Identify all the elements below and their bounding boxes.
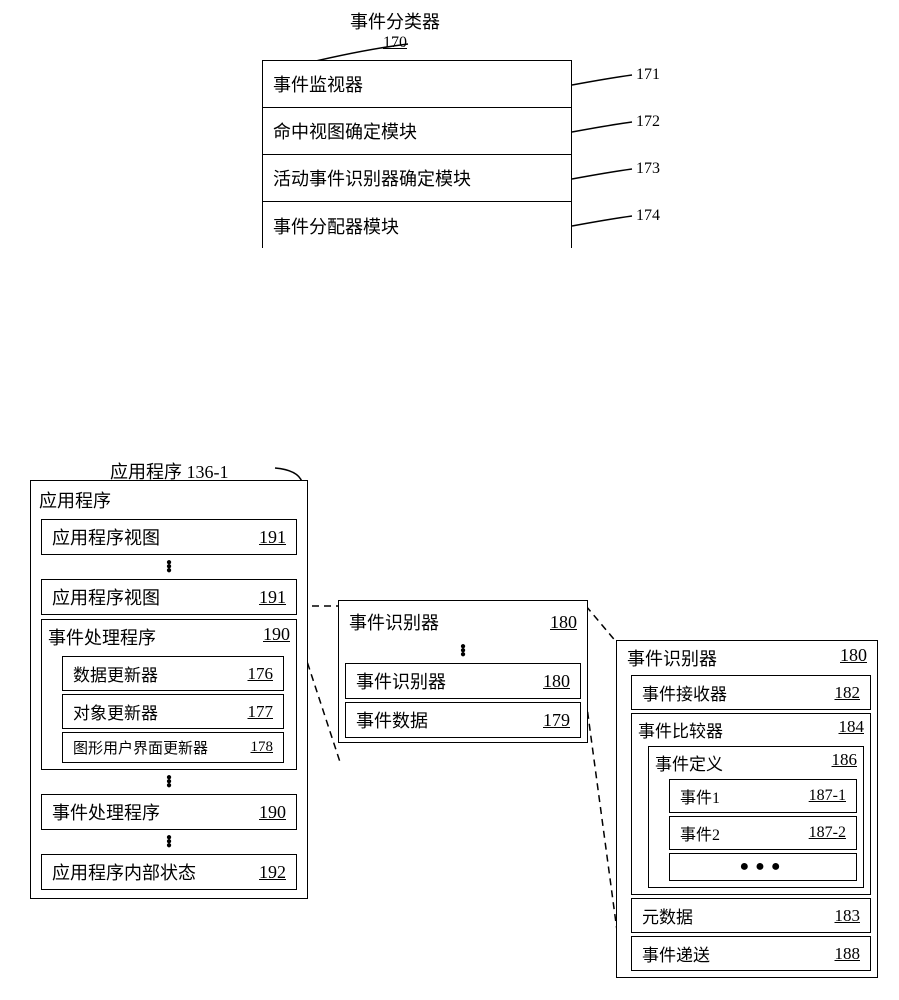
classifier-title-num: 170 <box>350 34 440 52</box>
classifier-row-label: 命中视图确定模块 <box>273 118 417 144</box>
recognizer-row: 事件识别器 180 <box>345 605 581 639</box>
recognizer-row: 事件数据 179 <box>345 702 581 738</box>
detail-row-label: 元数据 <box>642 903 693 928</box>
app-row-label: 应用程序内部状态 <box>52 859 196 885</box>
vdots-icon: ●●● <box>37 830 301 854</box>
recognizer-row-num: 180 <box>543 671 570 692</box>
definition-label: 事件定义 <box>655 750 723 775</box>
app-row-label: 应用程序视图 <box>52 524 160 550</box>
recognizer-row-label: 事件识别器 <box>356 668 446 694</box>
detail-row: 元数据 183 <box>631 898 871 933</box>
app-row: 应用程序视图 191 <box>41 519 297 555</box>
event-item-label: 事件1 <box>680 784 720 808</box>
callout-num: 173 <box>636 160 660 178</box>
app-box: 应用程序 应用程序视图 191 ●●● 应用程序视图 191 事件处理程序 19… <box>30 480 308 899</box>
callout-num: 174 <box>636 207 660 225</box>
detail-row-num: 182 <box>835 683 861 703</box>
detail-row-label: 事件接收器 <box>642 680 727 705</box>
vdots-icon: ●●● <box>37 770 301 794</box>
detail-row-num: 188 <box>835 944 861 964</box>
vdots-icon: ●●● <box>345 639 581 663</box>
classifier-row: 事件监视器 <box>263 61 571 108</box>
event-item-num: 187-2 <box>809 824 846 842</box>
app-row: 应用程序视图 191 <box>41 579 297 615</box>
comparator-num: 184 <box>839 717 865 742</box>
event-item: 事件1 187-1 <box>669 779 857 813</box>
recognizer-row-label: 事件识别器 <box>349 609 439 635</box>
callout-num: 172 <box>636 113 660 131</box>
app-sub-label: 图形用户界面更新器 <box>73 737 208 758</box>
vdots-icon: ●●● <box>37 555 301 579</box>
definition-num: 186 <box>832 750 858 775</box>
recognizer-detail-box: 事件识别器 180 事件接收器 182 事件比较器 184 事件定义 186 事… <box>616 640 878 978</box>
app-row-num: 190 <box>259 802 286 823</box>
app-sub-label: 数据更新器 <box>73 661 158 686</box>
app-sub-num: 176 <box>248 664 274 684</box>
app-sub-num: 177 <box>248 702 274 722</box>
recognizer-row-num: 179 <box>543 710 570 731</box>
event-item-dots: ●●● <box>669 853 857 881</box>
recognizer-row-label: 事件数据 <box>356 707 428 733</box>
detail-row: 事件接收器 182 <box>631 675 871 710</box>
app-sub-label: 对象更新器 <box>73 699 158 724</box>
event-handler-num: 190 <box>263 624 290 650</box>
event-item-num: 187-1 <box>809 787 846 805</box>
event-comparator-group: 事件比较器 184 事件定义 186 事件1 187-1 事件2 187-2 ●… <box>631 713 871 895</box>
app-row-label: 应用程序视图 <box>52 584 160 610</box>
detail-row: 事件递送 188 <box>631 936 871 971</box>
event-definition-group: 事件定义 186 事件1 187-1 事件2 187-2 ●●● <box>648 746 864 888</box>
app-sub-row: 对象更新器 177 <box>62 694 284 729</box>
app-row-label: 事件处理程序 <box>52 799 160 825</box>
recognizer-row: 事件识别器 180 <box>345 663 581 699</box>
classifier-row: 活动事件识别器确定模块 <box>263 155 571 202</box>
app-sub-row: 图形用户界面更新器 178 <box>62 732 284 763</box>
classifier-title: 事件分类器 <box>350 8 440 34</box>
recognizer-row-num: 180 <box>550 612 577 633</box>
classifier-box: 事件监视器 命中视图确定模块 活动事件识别器确定模块 事件分配器模块 <box>262 60 572 248</box>
event-handler-group: 事件处理程序 190 数据更新器 176 对象更新器 177 图形用户界面更新器… <box>41 619 297 770</box>
classifier-row: 事件分配器模块 <box>263 202 571 249</box>
classifier-row-label: 事件监视器 <box>273 71 363 97</box>
detail-row-label: 事件递送 <box>642 941 710 966</box>
classifier-row-label: 活动事件识别器确定模块 <box>273 165 471 191</box>
app-row: 应用程序内部状态 192 <box>41 854 297 890</box>
event-item-label: 事件2 <box>680 821 720 845</box>
callout-num: 171 <box>636 66 660 84</box>
detail-row-num: 183 <box>835 906 861 926</box>
recognizer-detail-header-label: 事件识别器 <box>627 645 717 671</box>
app-row-num: 191 <box>259 527 286 548</box>
app-sub-num: 178 <box>251 739 274 756</box>
app-row-num: 192 <box>259 862 286 883</box>
classifier-row: 命中视图确定模块 <box>263 108 571 155</box>
app-sub-row: 数据更新器 176 <box>62 656 284 691</box>
app-row: 事件处理程序 190 <box>41 794 297 830</box>
app-row-num: 191 <box>259 587 286 608</box>
classifier-title-block: 事件分类器 170 <box>350 8 440 52</box>
recognizer-detail-header-num: 180 <box>840 645 867 671</box>
event-item: 事件2 187-2 <box>669 816 857 850</box>
app-header: 应用程序 <box>37 485 301 519</box>
recognizer-list-box: 事件识别器 180 ●●● 事件识别器 180 事件数据 179 <box>338 600 588 743</box>
comparator-label: 事件比较器 <box>638 717 723 742</box>
classifier-row-label: 事件分配器模块 <box>273 213 399 239</box>
event-handler-label: 事件处理程序 <box>48 624 156 650</box>
